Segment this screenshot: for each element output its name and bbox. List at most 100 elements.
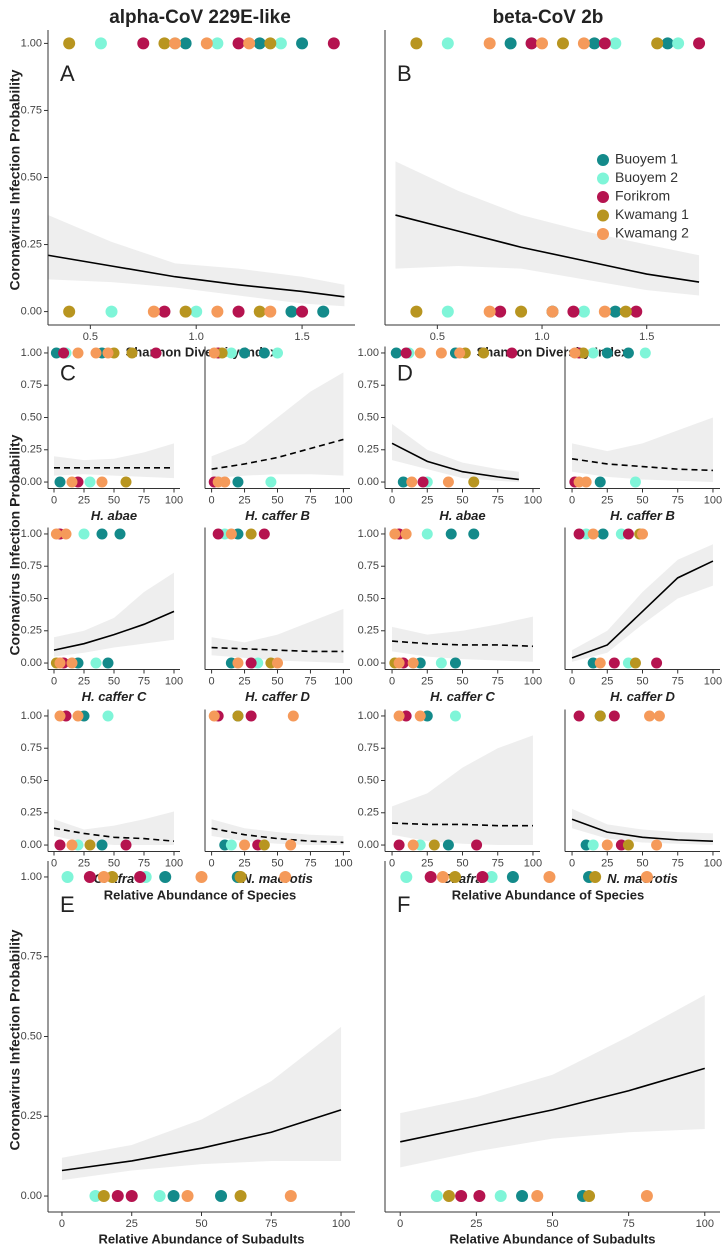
- x-tick-label: 1.0: [189, 331, 204, 343]
- panel-label: F: [397, 892, 410, 917]
- data-point: [225, 839, 237, 851]
- data-point: [296, 305, 309, 318]
- data-point: [478, 347, 490, 359]
- x-tick-label: 0: [209, 494, 215, 506]
- data-point: [397, 476, 409, 488]
- x-tick-label: 75: [672, 857, 684, 869]
- data-point: [137, 37, 150, 50]
- data-point: [622, 528, 634, 540]
- x-tick-label: 0: [397, 1218, 403, 1230]
- data-point: [454, 347, 466, 359]
- data-point: [406, 476, 418, 488]
- data-point: [410, 37, 423, 50]
- data-point: [83, 870, 96, 883]
- data-point: [583, 1190, 596, 1203]
- y-tick-label: 1.00: [21, 347, 42, 359]
- data-point: [525, 37, 538, 50]
- data-point: [417, 476, 429, 488]
- x-axis-label: H. caffer B: [245, 508, 310, 523]
- x-tick-label: 100: [704, 675, 722, 687]
- confidence-band: [54, 811, 174, 846]
- data-point: [449, 870, 462, 883]
- data-point: [407, 839, 419, 851]
- data-point: [150, 347, 162, 359]
- fit-line: [391, 640, 533, 648]
- x-tick-label: 25: [78, 494, 90, 506]
- data-point: [54, 839, 66, 851]
- data-point: [134, 870, 147, 883]
- data-point: [120, 839, 132, 851]
- x-tick-label: 25: [126, 1218, 138, 1230]
- x-axis-label: H. caffer C: [82, 689, 147, 704]
- x-tick-label: 0: [389, 675, 395, 687]
- data-point: [598, 305, 611, 318]
- x-tick-label: 75: [138, 857, 150, 869]
- x-axis-label: H. abae: [91, 508, 137, 523]
- x-tick-label: 25: [238, 857, 250, 869]
- y-tick-label: 1.00: [21, 528, 42, 540]
- data-point: [60, 528, 72, 540]
- confidence-band: [61, 1026, 342, 1181]
- x-tick-label: 50: [636, 494, 648, 506]
- data-point: [622, 839, 634, 851]
- data-point: [543, 870, 556, 883]
- y-tick-label: 0.25: [21, 1110, 42, 1122]
- x-tick-label: 25: [238, 494, 250, 506]
- x-tick-label: 50: [195, 1218, 207, 1230]
- data-point: [66, 476, 78, 488]
- data-point: [672, 37, 685, 50]
- legend-label: Kwamang 2: [615, 225, 689, 241]
- fit-line: [395, 214, 700, 283]
- confidence-band: [572, 544, 713, 662]
- data-point: [169, 37, 182, 50]
- data-point: [58, 347, 70, 359]
- confidence-band: [572, 808, 713, 846]
- x-tick-label: 0: [59, 1218, 65, 1230]
- data-point: [653, 710, 665, 722]
- data-point: [72, 347, 84, 359]
- data-point: [640, 1190, 653, 1203]
- data-point: [102, 347, 114, 359]
- fit-line: [571, 818, 713, 842]
- x-axis-label: Relative Abundance of Subadults: [98, 1231, 304, 1246]
- data-point: [504, 37, 517, 50]
- data-point: [265, 476, 277, 488]
- data-point: [608, 657, 620, 669]
- data-point: [651, 657, 663, 669]
- data-point: [587, 528, 599, 540]
- x-axis-label: H. caffer D: [610, 689, 675, 704]
- x-tick-label: 25: [78, 857, 90, 869]
- fit-line: [571, 560, 714, 659]
- x-axis-label: H. caffer C: [430, 689, 495, 704]
- legend-label: Buoyem 1: [615, 151, 678, 167]
- data-point: [153, 1190, 166, 1203]
- data-point: [97, 1190, 110, 1203]
- data-point: [442, 476, 454, 488]
- data-point: [594, 476, 606, 488]
- confidence-band: [392, 616, 533, 662]
- x-tick-label: 25: [78, 675, 90, 687]
- y-tick-label: 0.00: [21, 657, 42, 669]
- y-tick-label: 1.00: [358, 347, 379, 359]
- x-tick-label: 75: [138, 494, 150, 506]
- data-point: [644, 710, 656, 722]
- data-point: [428, 839, 440, 851]
- x-tick-label: 1.5: [639, 331, 654, 343]
- data-point: [393, 839, 405, 851]
- y-tick-label: 1.00: [21, 871, 42, 883]
- y-tick-label: 0.50: [358, 592, 379, 604]
- x-tick-label: 100: [334, 494, 352, 506]
- confidence-band: [54, 572, 174, 657]
- fit-line: [61, 1109, 342, 1172]
- y-tick-label: 0.50: [21, 592, 42, 604]
- fit-line: [400, 1067, 705, 1143]
- x-tick-label: 100: [704, 857, 722, 869]
- x-tick-label: 0: [51, 675, 57, 687]
- data-point: [449, 657, 461, 669]
- y-tick-label: 0.75: [21, 742, 42, 754]
- y-tick-label: 0.75: [21, 951, 42, 963]
- data-point: [601, 347, 613, 359]
- x-tick-label: 100: [334, 675, 352, 687]
- data-point: [661, 37, 674, 50]
